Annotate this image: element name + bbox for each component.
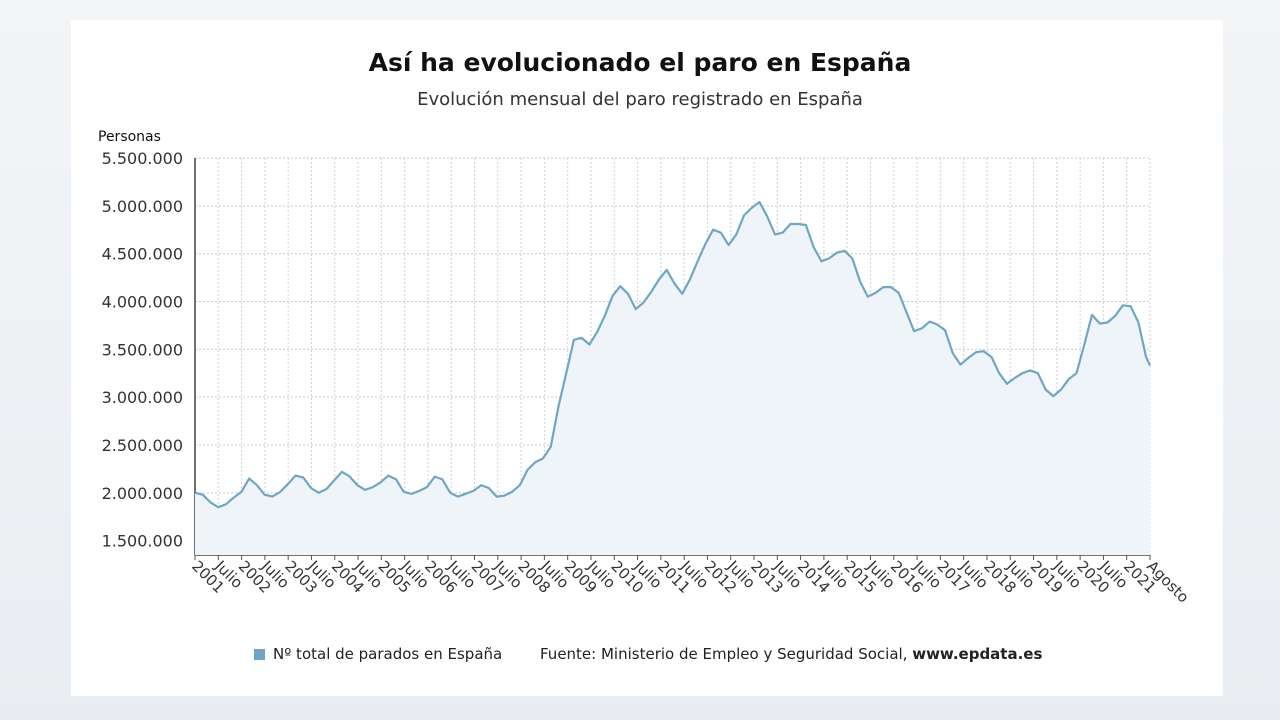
y-tick-label: 5.500.000 [102,149,183,168]
y-tick-label: 4.500.000 [102,245,183,264]
legend-label: Nº total de parados en España [273,645,503,663]
y-tick-label: 2.500.000 [102,436,183,455]
source-note: Fuente: Ministerio de Empleo y Seguridad… [540,645,1042,663]
y-tick-label: 4.000.000 [102,292,183,311]
chart-subtitle: Evolución mensual del paro registrado en… [417,89,863,110]
y-tick-label: 3.000.000 [102,388,183,407]
source-text: Fuente: Ministerio de Empleo y Seguridad… [540,645,913,663]
y-tick-label: 3.500.000 [102,340,183,359]
legend: Nº total de parados en España [254,645,502,663]
chart-title: Así ha evolucionado el paro en España [368,48,912,77]
series-area [195,202,1150,555]
y-tick-label: 5.000.000 [102,197,183,216]
source-site[interactable]: www.epdata.es [912,645,1043,663]
y-tick-label: 2.000.000 [102,484,183,503]
y-axis-label: Personas [98,129,161,145]
series-line [194,200,1152,509]
y-tick-label: 1.500.000 [102,532,183,551]
legend-swatch [254,648,265,660]
